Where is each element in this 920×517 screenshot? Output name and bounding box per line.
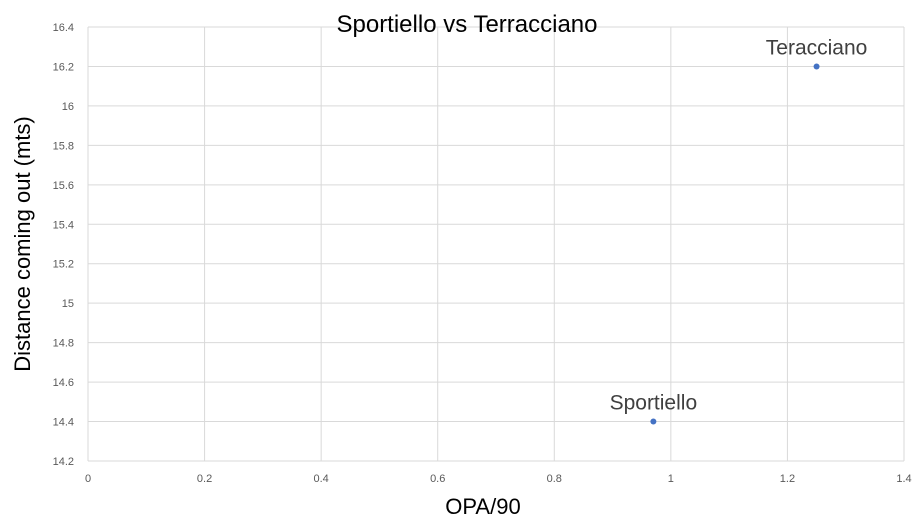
chart-title: Sportiello vs Terracciano [336,11,597,38]
data-label-sportiello: Sportiello [610,392,698,415]
x-tick-label: 1.4 [896,473,911,485]
data-points: Sportiello Teracciano [610,36,868,425]
data-point-teracciano [813,63,820,70]
y-tick-labels: 14.2 14.4 14.6 14.8 15 15.2 15.4 15.6 15.8 16 16.2… [53,22,74,468]
y-tick-label: 14.2 [53,456,74,468]
y-tick-label: 15.8 [53,140,74,152]
y-tick-label: 16.4 [53,22,74,34]
x-tick-label: 0 [85,473,91,485]
vertical-gridlines [87,27,905,461]
y-tick-label: 15 [62,298,74,310]
data-label-teracciano: Teracciano [766,36,868,59]
y-tick-label: 16.2 [53,61,74,73]
y-tick-label: 14.6 [53,377,74,389]
y-tick-label: 15.6 [53,180,74,192]
x-tick-label: 1 [668,473,674,485]
x-tick-label: 1.2 [780,473,795,485]
y-axis-title: Distance coming out (mts) [10,116,35,372]
x-tick-label: 0.6 [430,473,445,485]
x-tick-label: 0.8 [547,473,562,485]
y-tick-label: 15.4 [53,219,74,231]
x-tick-label: 0.2 [197,473,212,485]
data-point-sportiello [650,418,657,425]
y-tick-label: 16 [62,101,74,113]
y-tick-label: 15.2 [53,259,74,271]
x-axis-title: OPA/90 [445,494,520,517]
x-tick-label: 0.4 [313,473,328,485]
y-tick-label: 14.8 [53,338,74,350]
horizontal-gridlines [88,26,904,462]
y-tick-label: 14.4 [53,417,74,429]
x-tick-labels: 0 0.2 0.4 0.6 0.8 1 1.2 1.4 [85,473,912,485]
